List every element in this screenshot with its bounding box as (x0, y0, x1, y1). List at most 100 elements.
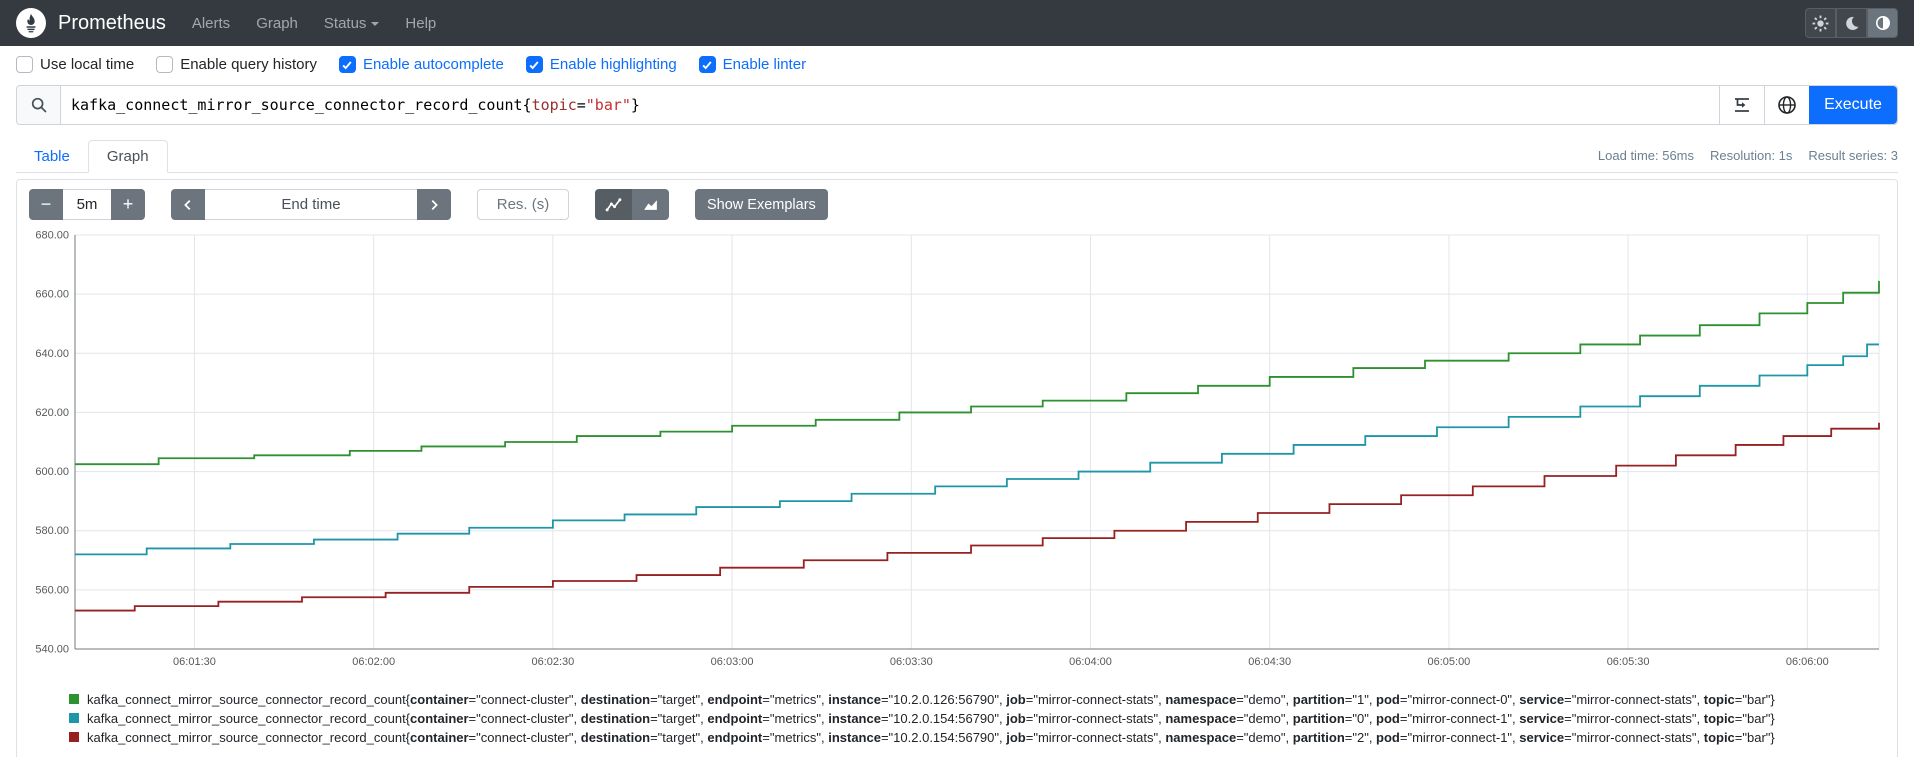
query-segment-plain: } (630, 96, 640, 114)
y-tick-label: 600.00 (35, 466, 69, 478)
time-series-chart[interactable]: 680.00 660.00 640.00 620.00 600.00 580.00 560.… (27, 229, 1887, 669)
legend-row[interactable]: kafka_connect_mirror_source_connector_re… (69, 728, 1897, 747)
option-label: Enable linter (722, 56, 807, 73)
x-tick-label: 06:03:00 (711, 656, 754, 668)
y-tick-label: 680.00 (35, 230, 69, 242)
execute-button[interactable]: Execute (1809, 86, 1897, 124)
y-tick-label: 540.00 (35, 644, 69, 656)
nav-item-status[interactable]: Status (324, 15, 380, 32)
option-label: Enable autocomplete (362, 56, 504, 73)
options-row: Use local time Enable query history Enable… (0, 46, 1914, 81)
query-segment-plain: = (576, 96, 586, 114)
stat-item: Resolution: 1s (1710, 148, 1793, 163)
promql-query-input[interactable]: kafka_connect_mirror_source_connector_re… (61, 86, 1719, 124)
x-tick-label: 06:04:30 (1248, 656, 1291, 668)
auto-theme-button[interactable] (1867, 8, 1898, 38)
checkbox-unchecked-icon[interactable] (16, 56, 33, 73)
chevron-right-icon (431, 199, 438, 210)
tree-view-icon (1735, 98, 1749, 112)
x-tick-label: 06:02:00 (352, 656, 395, 668)
search-addon (17, 86, 61, 124)
nav-items: Alerts Graph Status Help (192, 15, 436, 32)
nav-item-help[interactable]: Help (405, 15, 436, 32)
query-segment-string: "bar" (585, 96, 631, 114)
chart-area[interactable]: 680.00 660.00 640.00 620.00 600.00 580.00 560.… (17, 229, 1897, 674)
series-line[interactable] (75, 422, 1880, 612)
legend-row[interactable]: kafka_connect_mirror_source_connector_re… (69, 690, 1897, 709)
line-chart-icon (605, 198, 622, 212)
stat-item: Load time: 56ms (1597, 148, 1695, 163)
time-forward-button[interactable] (417, 189, 451, 220)
chart-type-toggle (595, 189, 669, 220)
legend-series-label: kafka_connect_mirror_source_connector_re… (87, 711, 1775, 726)
nav-item-label: Graph (256, 14, 298, 32)
prometheus-logo-icon[interactable] (16, 8, 46, 38)
moon-icon (1846, 16, 1859, 30)
x-tick-label: 06:03:30 (890, 656, 933, 668)
nav-item-alerts[interactable]: Alerts (192, 15, 230, 32)
y-tick-label: 580.00 (35, 525, 69, 537)
option-enable-linter[interactable]: Enable linter (698, 56, 807, 73)
option-label: Use local time (40, 56, 135, 73)
tab-graph[interactable]: Graph (87, 140, 168, 173)
legend-series-label: kafka_connect_mirror_source_connector_re… (87, 730, 1775, 745)
increase-range-button[interactable]: + (111, 189, 145, 220)
chevron-down-icon (371, 22, 380, 26)
chevron-left-icon (184, 199, 191, 210)
query-input-group: kafka_connect_mirror_source_connector_re… (16, 85, 1898, 125)
stat-item: Result series: 3 (1808, 148, 1898, 163)
query-row: kafka_connect_mirror_source_connector_re… (16, 85, 1898, 125)
graph-controls: − + (17, 180, 1897, 229)
option-enable-autocomplete[interactable]: Enable autocomplete (338, 56, 504, 73)
legend-row[interactable]: kafka_connect_mirror_source_connector_re… (69, 709, 1897, 728)
y-tick-label: 560.00 (35, 584, 69, 596)
x-tick-label: 06:05:30 (1607, 656, 1650, 668)
end-time-group (171, 189, 451, 220)
legend-color-swatch (69, 694, 79, 704)
nav-item-label: Alerts (191, 14, 231, 32)
option-enable-highlighting[interactable]: Enable highlighting (525, 56, 677, 73)
tree-view-button[interactable] (1719, 86, 1764, 124)
option-use-local-time[interactable]: Use local time (16, 56, 134, 73)
checkbox-checked-icon[interactable] (525, 56, 543, 73)
option-enable-query-history[interactable]: Enable query history (156, 56, 317, 73)
y-tick-label: 620.00 (35, 407, 69, 419)
query-segment-label: topic (531, 96, 577, 114)
line-chart-button[interactable] (595, 189, 632, 220)
option-label: Enable query history (180, 56, 317, 73)
checkbox-checked-icon[interactable] (338, 56, 356, 73)
y-tick-label: 660.00 (35, 289, 69, 301)
nav-item-graph[interactable]: Graph (256, 15, 298, 32)
globe-icon (1778, 96, 1796, 114)
end-time-input[interactable] (205, 189, 417, 220)
decrease-range-button[interactable]: − (29, 189, 63, 220)
stacked-chart-button[interactable] (632, 189, 669, 220)
app-title[interactable]: Prometheus (58, 11, 166, 34)
dark-theme-button[interactable] (1836, 8, 1867, 38)
legend-color-swatch (69, 713, 79, 723)
x-tick-label: 06:01:30 (173, 656, 216, 668)
stacked-area-icon (644, 200, 657, 210)
chart-legend: kafka_connect_mirror_source_connector_re… (17, 674, 1897, 757)
x-tick-label: 06:05:00 (1427, 656, 1470, 668)
resolution-input[interactable] (477, 189, 569, 220)
legend-series-label: kafka_connect_mirror_source_connector_re… (87, 692, 1775, 707)
time-back-button[interactable] (171, 189, 205, 220)
navbar: Prometheus Alerts Graph Status Help (0, 0, 1914, 46)
series-line[interactable] (75, 280, 1880, 466)
checkbox-checked-icon[interactable] (698, 56, 716, 73)
y-tick-label: 640.00 (35, 348, 69, 360)
tab-table[interactable]: Table (34, 148, 70, 165)
checkbox-unchecked-icon[interactable] (156, 56, 174, 73)
sun-icon (1812, 15, 1829, 31)
series-line[interactable] (75, 343, 1879, 556)
nav-item-label: Status (323, 14, 367, 32)
range-group: − + (29, 189, 145, 220)
range-input[interactable] (63, 189, 111, 220)
graph-panel: − + (16, 179, 1898, 757)
show-exemplars-button[interactable]: Show Exemplars (695, 189, 828, 220)
theme-toggle-group (1805, 8, 1898, 38)
light-theme-button[interactable] (1805, 8, 1836, 38)
query-stats: Load time: 56ms Resolution: 1s Result seri… (1598, 148, 1898, 163)
metrics-explorer-button[interactable] (1764, 86, 1809, 124)
